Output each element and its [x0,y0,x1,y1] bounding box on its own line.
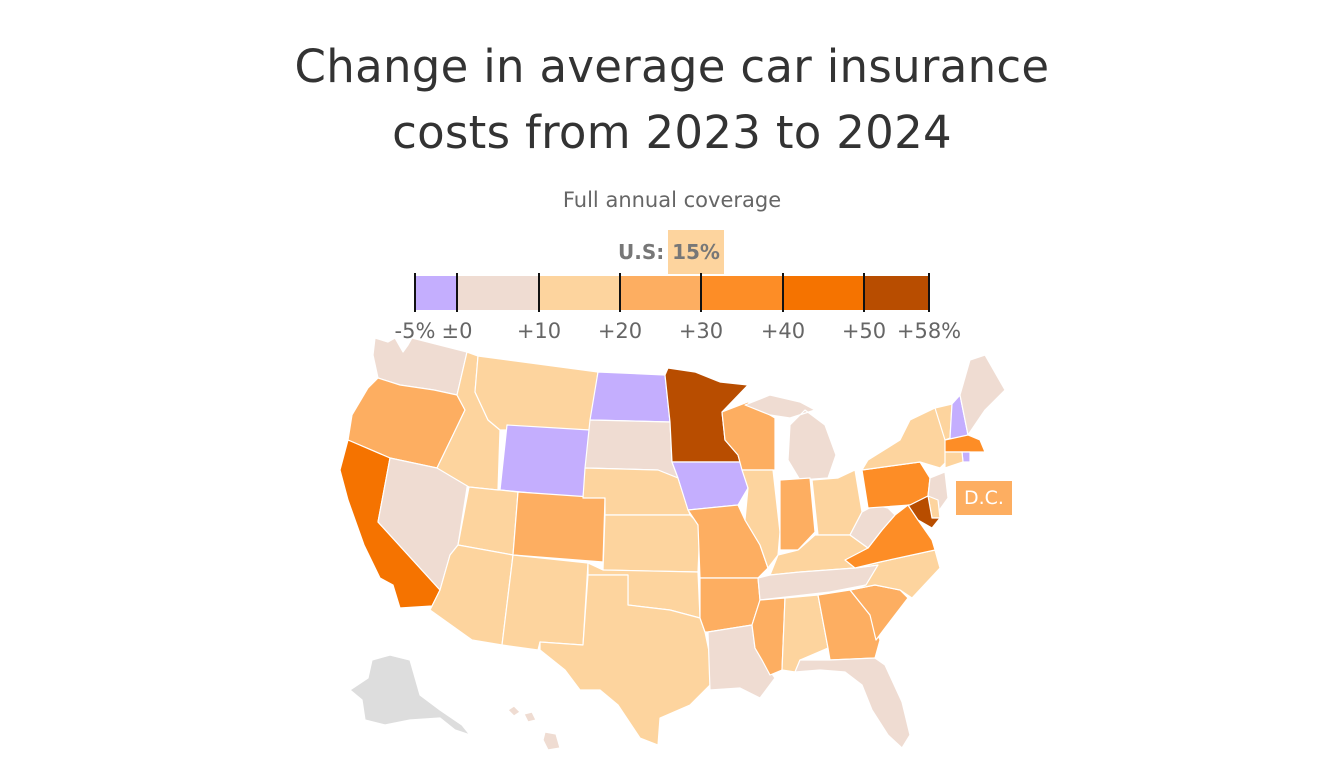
legend-bin-5 [783,276,864,310]
state-FL [794,657,911,749]
state-IL [741,469,781,569]
legend-label-7: +58% [897,319,961,343]
legend-label-4: +30 [679,319,723,343]
legend-label-2: +10 [517,319,561,343]
state-MT [474,355,599,431]
map-subtitle: Full annual coverage [562,188,782,212]
us-average-badge: 15% [668,230,724,274]
legend-bin-6 [864,276,929,310]
legend-label-1: ±0 [442,319,473,343]
legend-bin-0 [415,276,457,310]
title-line-1: Change in average car insurance [294,40,1050,93]
legend-label-6: +50 [842,319,886,343]
state-MD [907,495,941,529]
title-line-2: costs from 2023 to 2024 [392,106,952,159]
state-IN [779,477,816,551]
legend-bin-1 [457,276,539,310]
state-AK [349,654,471,736]
state-TX [539,574,716,746]
state-NM [501,554,589,651]
state-ME [959,354,1006,436]
legend-label-5: +40 [761,319,805,343]
map-title: Change in average car insurance costs fr… [0,34,1344,166]
legend-bin-2 [539,276,620,310]
us-average-label: U.S: [618,240,665,264]
state-KS [602,514,701,573]
color-legend: -5% ±0 +10 +20 +30 +40 +50 +58% [395,273,961,343]
legend-bin-3 [620,276,701,310]
state-WV [849,504,896,549]
state-HI [507,705,561,751]
state-ND [589,371,671,423]
state-CO [512,491,606,563]
state-MS [751,597,786,676]
legend-label-3: +20 [598,319,642,343]
dc-label: D.C. [956,481,1012,515]
state-UT [457,486,519,556]
state-CT [944,451,964,469]
legend-bin-4 [701,276,783,310]
state-WY [499,424,591,499]
state-MI [744,394,837,481]
state-NY [861,407,949,471]
state-AR [699,577,761,633]
